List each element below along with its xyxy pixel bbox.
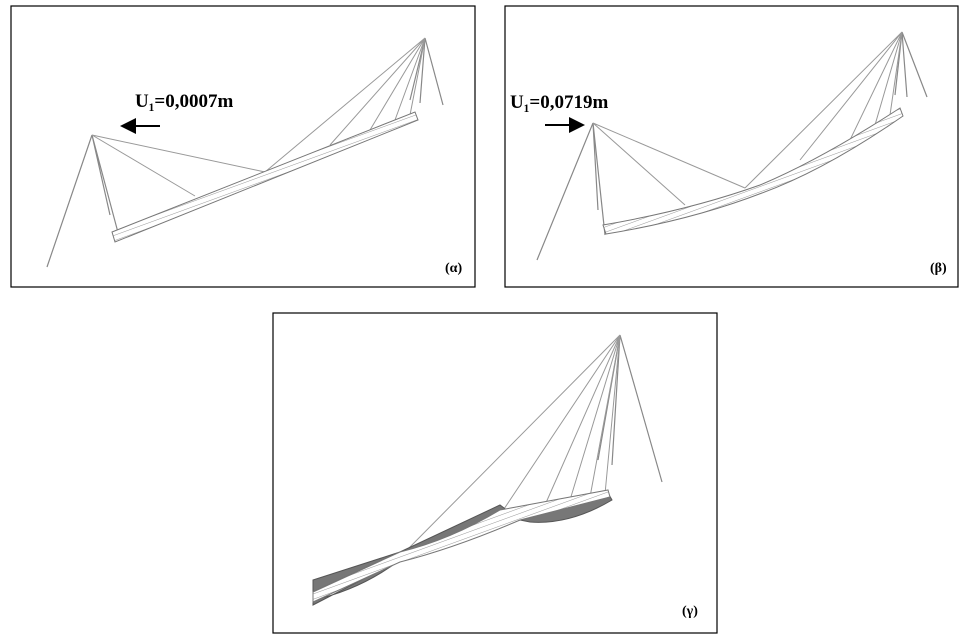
annotation: U₁=0,0719m <box>510 92 608 113</box>
figure: U₁=0,0007m (α) U₁=0,0719m (β) (γ) <box>0 0 961 635</box>
panel-label: (β) <box>930 261 947 276</box>
panel-frame <box>11 6 475 287</box>
panel-frame <box>505 6 958 287</box>
panel-alpha: U₁=0,0007m (α) <box>11 6 475 287</box>
panel-beta: U₁=0,0719m (β) <box>505 6 958 287</box>
panel-label: (α) <box>445 261 462 276</box>
annotation: U₁=0,0007m <box>135 91 233 112</box>
page: {"panels": [ {"annotation": "U\u2081=0,0… <box>0 0 961 635</box>
panel-gamma: (γ) <box>273 313 717 633</box>
panel-label: (γ) <box>682 604 698 619</box>
